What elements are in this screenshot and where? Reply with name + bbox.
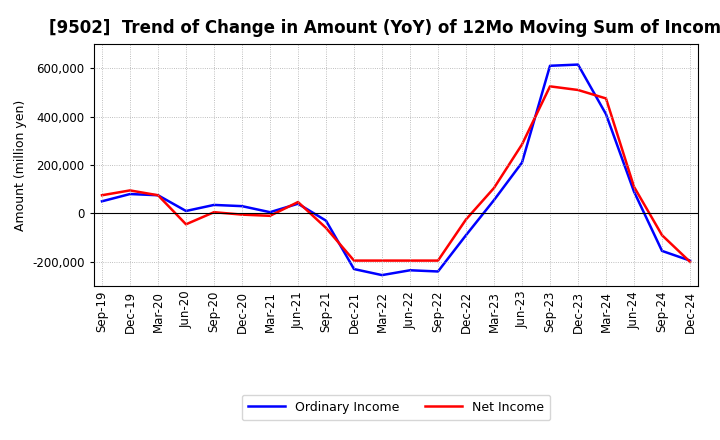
- Ordinary Income: [630, 189, 639, 194]
- Ordinary Income: [153, 193, 162, 198]
- Net Income: [657, 232, 666, 238]
- Ordinary Income: [657, 248, 666, 253]
- Net Income: [602, 96, 611, 101]
- Line: Ordinary Income: Ordinary Income: [102, 65, 690, 275]
- Net Income: [630, 184, 639, 189]
- Net Income: [433, 258, 442, 263]
- Net Income: [546, 84, 554, 89]
- Ordinary Income: [518, 160, 526, 165]
- Ordinary Income: [378, 272, 387, 278]
- Ordinary Income: [462, 232, 470, 238]
- Ordinary Income: [546, 63, 554, 68]
- Title: [9502]  Trend of Change in Amount (YoY) of 12Mo Moving Sum of Incomes: [9502] Trend of Change in Amount (YoY) o…: [49, 19, 720, 37]
- Net Income: [378, 258, 387, 263]
- Ordinary Income: [685, 258, 694, 263]
- Ordinary Income: [350, 267, 359, 272]
- Legend: Ordinary Income, Net Income: Ordinary Income, Net Income: [242, 395, 550, 420]
- Ordinary Income: [210, 202, 218, 208]
- Net Income: [210, 209, 218, 215]
- Ordinary Income: [238, 203, 246, 209]
- Net Income: [490, 185, 498, 191]
- Net Income: [238, 212, 246, 217]
- Net Income: [685, 259, 694, 264]
- Line: Net Income: Net Income: [102, 86, 690, 262]
- Ordinary Income: [266, 209, 274, 215]
- Net Income: [322, 225, 330, 231]
- Ordinary Income: [433, 269, 442, 274]
- Ordinary Income: [98, 199, 107, 204]
- Net Income: [574, 87, 582, 92]
- Y-axis label: Amount (million yen): Amount (million yen): [14, 99, 27, 231]
- Net Income: [462, 217, 470, 222]
- Net Income: [98, 193, 107, 198]
- Ordinary Income: [602, 111, 611, 117]
- Net Income: [126, 188, 135, 193]
- Net Income: [350, 258, 359, 263]
- Net Income: [405, 258, 414, 263]
- Net Income: [294, 199, 302, 205]
- Ordinary Income: [294, 201, 302, 206]
- Ordinary Income: [490, 198, 498, 203]
- Ordinary Income: [322, 218, 330, 223]
- Ordinary Income: [181, 209, 190, 214]
- Net Income: [181, 222, 190, 227]
- Net Income: [518, 142, 526, 147]
- Ordinary Income: [126, 191, 135, 197]
- Ordinary Income: [405, 268, 414, 273]
- Net Income: [266, 213, 274, 218]
- Net Income: [153, 193, 162, 198]
- Ordinary Income: [574, 62, 582, 67]
